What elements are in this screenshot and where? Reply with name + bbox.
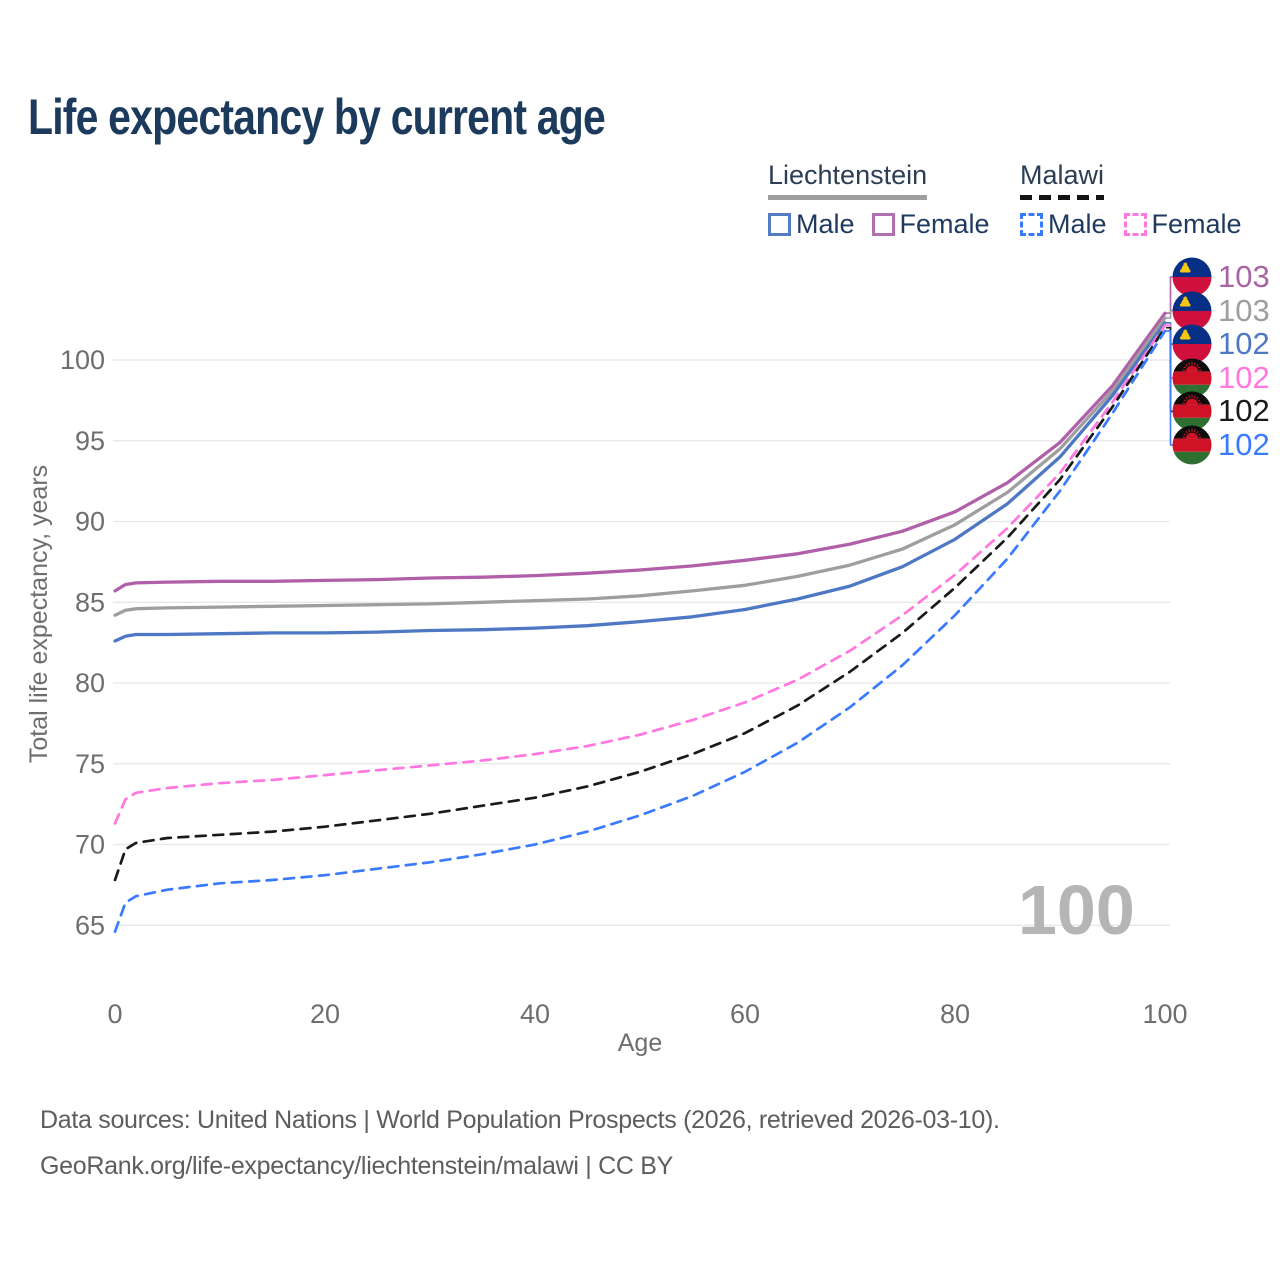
series-line-malawi-both-sexes: [113, 326, 1167, 882]
legend-country-label: Liechtenstein: [768, 160, 928, 190]
end-label-liechtenstein-both-sexes: 103: [1172, 291, 1270, 331]
legend-toggle-liechtenstein-female[interactable]: Female: [871, 209, 990, 240]
end-label-value: 102: [1218, 359, 1270, 395]
x-tick-label: 60: [730, 999, 760, 1029]
malawi-male-swatch-icon: [1020, 213, 1043, 236]
y-tick-label: 90: [75, 507, 105, 537]
liechtenstein-flag-icon: [1172, 291, 1212, 331]
end-label-malawi-male: 102: [1172, 425, 1270, 465]
age-watermark: 100: [1018, 871, 1135, 949]
end-label-value: 103: [1218, 292, 1270, 328]
y-tick-label: 95: [75, 426, 105, 456]
malawi-dashed-line-sample: [1020, 195, 1105, 200]
footer-data-sources: Data sources: United Nations | World Pop…: [40, 1106, 1000, 1134]
legend-group-liechtenstein: Liechtenstein Male Female: [768, 160, 990, 240]
liechtenstein-flag-icon: [1172, 257, 1212, 297]
page-title: Life expectancy by current age: [28, 89, 606, 145]
end-label-liechtenstein-female: 103: [1172, 257, 1270, 297]
y-tick-label: 100: [60, 345, 105, 375]
legend-toggle-malawi-female[interactable]: Female: [1123, 209, 1242, 240]
y-tick-label: 70: [75, 830, 105, 860]
legend-toggle-liechtenstein-male[interactable]: Male: [768, 209, 855, 240]
y-axis-title: Total life expectancy, years: [25, 465, 53, 763]
legend-country-liechtenstein: Liechtenstein: [768, 160, 928, 200]
series-line-malawi-female: [113, 323, 1167, 825]
end-label-value: 102: [1218, 393, 1270, 429]
malawi-female-swatch-icon: [1123, 213, 1147, 236]
x-tick-label: 20: [310, 999, 340, 1029]
x-tick-label: 0: [107, 999, 122, 1029]
x-tick-label: 40: [520, 999, 550, 1029]
footer-attribution: GeoRank.org/life-expectancy/liechtenstei…: [40, 1152, 674, 1180]
x-axis-title: Age: [618, 1029, 662, 1057]
y-tick-label: 75: [75, 749, 105, 779]
liechtenstein-solid-line-sample: [768, 195, 928, 200]
legend-country-label: Malawi: [1020, 160, 1105, 190]
y-tick-label: 80: [75, 668, 105, 698]
legend-country-malawi: Malawi: [1020, 160, 1105, 200]
end-label-value: 102: [1218, 427, 1270, 462]
liechtenstein-male-swatch-icon: [768, 213, 791, 236]
liechtenstein-female-swatch-icon: [871, 213, 895, 236]
end-label-malawi-female: 102: [1172, 358, 1270, 398]
x-tick-label: 100: [1142, 999, 1187, 1029]
end-label-liechtenstein-male: 102: [1172, 324, 1270, 364]
series-line-malawi-male: [113, 329, 1167, 934]
malawi-flag-icon: [1172, 425, 1212, 465]
legend-row: Male Female: [1020, 209, 1242, 240]
series-line-liechtenstein-female: [113, 311, 1167, 593]
malawi-flag-icon: [1172, 391, 1212, 431]
legend-row: Male Female: [768, 209, 990, 240]
series-line-liechtenstein-both-sexes: [113, 316, 1167, 617]
y-tick-label: 85: [75, 587, 105, 617]
liechtenstein-flag-icon: [1172, 324, 1212, 364]
legend-toggle-malawi-male[interactable]: Male: [1020, 209, 1107, 240]
end-label-malawi-both-sexes: 102: [1172, 391, 1270, 431]
y-tick-label: 65: [75, 910, 105, 940]
x-tick-label: 80: [940, 999, 970, 1029]
legend-group-malawi: Malawi Male Female: [1020, 160, 1242, 240]
footer: Data sources: United Nations | World Pop…: [40, 1106, 1000, 1198]
series-line-liechtenstein-male: [113, 321, 1167, 643]
end-label-value: 102: [1218, 326, 1270, 362]
end-label-value: 103: [1218, 259, 1270, 294]
malawi-flag-icon: [1172, 358, 1212, 398]
